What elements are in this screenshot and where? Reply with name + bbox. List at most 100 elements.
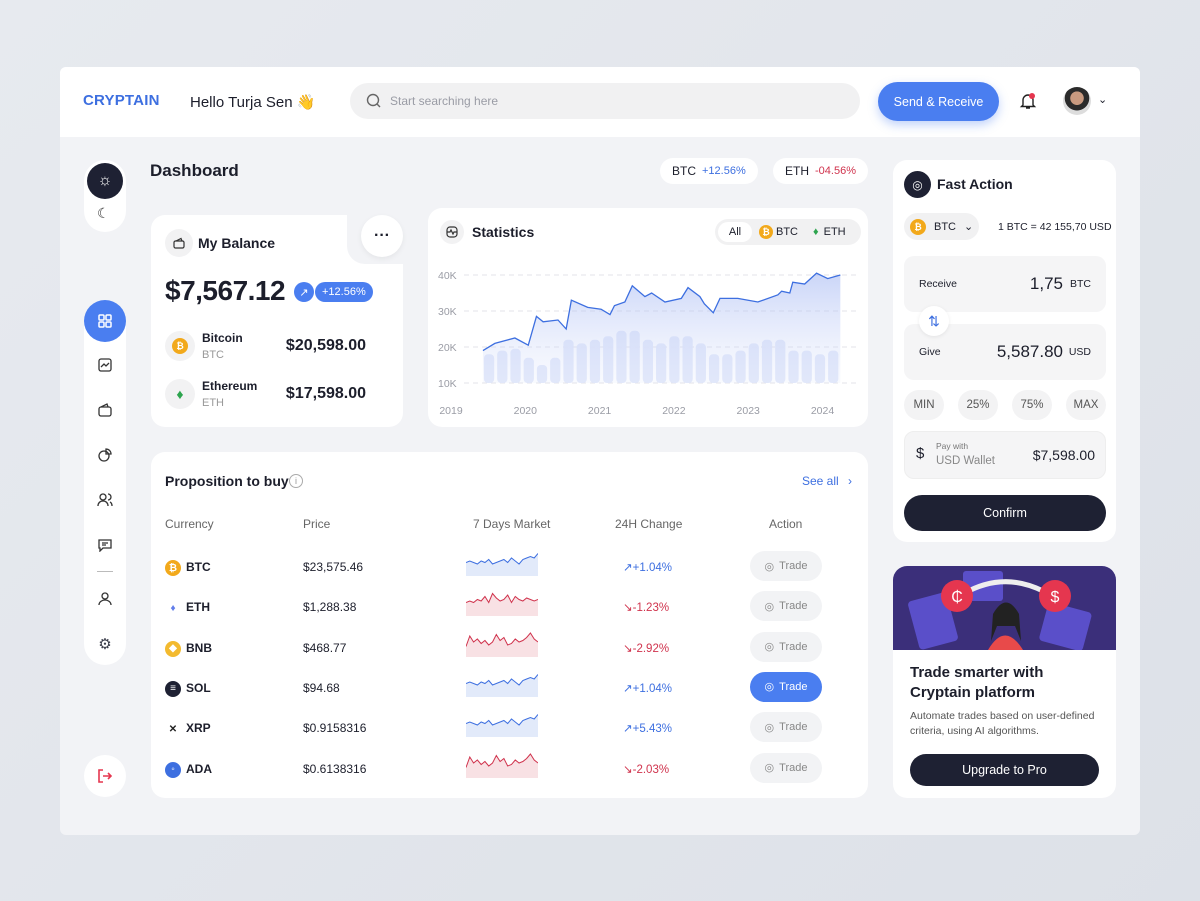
preset-max[interactable]: MAX [1066,390,1106,420]
dashboard-grid-icon[interactable] [84,300,126,342]
change-value: +1.04% [632,562,672,574]
give-value[interactable]: 5,587.80 [996,342,1063,361]
coins-icon: ◎ [904,171,931,198]
coin-select[interactable]: ₿ BTC ⌄ [904,213,979,240]
trade-button[interactable]: ◎ Trade [750,591,822,622]
chevron-down-icon[interactable]: ⌄ [1098,94,1108,106]
chart-icon[interactable] [84,344,126,386]
trade-button[interactable]: ◎ Trade [750,551,822,581]
logo[interactable]: CRYPTAIN [83,92,160,109]
trade-label: Trade [779,560,808,572]
trade-label: Trade [779,600,808,613]
ada-icon: ◦ [165,761,181,778]
moon-icon[interactable]: ☾ [97,205,110,221]
trade-button[interactable]: ◎ Trade [750,631,822,662]
price: $0.9158316 [303,721,367,736]
currency-symbol: SOL [186,680,211,695]
y-tick-label: 30K [438,306,457,318]
more-options-button[interactable]: ··· [361,215,403,257]
logout-icon[interactable] [84,755,126,797]
sun-icon[interactable]: ☼ [87,163,123,199]
preset-min[interactable]: MIN [904,390,944,420]
y-tick-label: 20K [438,342,457,354]
table-row: ≡ SOL $94.68 ↗+1.04% ◎ Trade [151,669,868,709]
arrow-up-right-icon: ↗ [623,562,633,574]
swap-icon[interactable]: ⇅ [919,306,949,336]
promo-card: ₵ $ Trade smarter with Cryptain platform… [893,566,1116,798]
price: $1,288.38 [303,600,357,615]
column-header: Currency [165,517,214,531]
send-receive-button[interactable]: Send & Receive [878,82,999,121]
column-header: 7 Days Market [473,517,551,531]
bitcoin-icon: ₿ [165,331,195,361]
message-icon[interactable] [84,524,126,566]
info-icon[interactable]: i [289,474,303,488]
svg-text:₵: ₵ [951,589,963,606]
promo-illustration: ₵ $ [893,566,1116,650]
bitcoin-icon: ₿ [759,225,773,239]
see-all-link[interactable]: See all › [802,474,852,488]
asset-name: Ethereum [202,379,258,393]
sparkline [466,553,538,576]
pay-with-label: Pay with [936,441,969,451]
ticker-symbol: BTC [672,164,696,178]
sparkline [466,674,538,697]
trade-button[interactable]: ◎ Trade [750,671,822,702]
receive-value[interactable]: 1,75 [1029,274,1063,293]
receive-field[interactable]: Receive 1,75 BTC [904,256,1106,312]
preset-75[interactable]: 75% [1012,390,1052,420]
give-field[interactable]: Give 5,587.80 USD [904,324,1106,380]
avatar[interactable] [1063,87,1091,115]
chevron-right-icon: › [848,474,853,488]
pay-with-select[interactable]: $ Pay with USD Wallet $7,598.00 [904,431,1106,479]
change-value: +1.04% [632,682,672,695]
promo-title: Trade smarter with Cryptain platform [910,664,1044,701]
filter-group: All ₿ BTC ♦ ETH [715,219,861,245]
wallet-icon[interactable] [84,389,126,431]
x-tick-label: 2023 [737,405,761,417]
upgrade-button[interactable]: Upgrade to Pro [910,754,1099,786]
coins-icon: ◎ [764,560,775,573]
trade-button[interactable]: ◎ Trade [750,752,822,783]
x-tick-label: 2024 [811,405,835,417]
ticker-btc[interactable]: BTC +12.56% [660,158,758,184]
eth-icon: ♦ [165,600,181,617]
x-tick-label: 2021 [588,405,612,417]
pie-chart-icon[interactable] [84,434,126,476]
preset-25[interactable]: 25% [958,390,998,420]
profile-icon[interactable] [84,578,126,620]
change-value: -1.23% [632,602,670,615]
asset-value: $17,598.00 [285,385,366,402]
theme-toggle[interactable]: ☼ ☾ [84,160,126,232]
users-icon[interactable] [84,479,126,521]
filter-eth[interactable]: ♦ ETH [813,222,846,242]
bitcoin-icon: ₿ [910,218,926,235]
price-line [482,272,841,352]
filter-all[interactable]: All [718,222,752,242]
pulse-icon [440,220,464,244]
trade-button[interactable]: ◎ Trade [750,712,822,743]
ticker-eth[interactable]: ETH -04.56% [773,158,868,184]
statistics-card: Statistics All ₿ BTC ♦ ETH 10K 20K 30K 40K 201… [428,208,868,427]
promo-text: Automate trades based on user-defined cr… [910,710,1095,737]
confirm-button[interactable]: Confirm [904,495,1106,531]
bell-icon[interactable] [1018,91,1038,111]
filter-btc[interactable]: ₿ BTC [759,222,798,242]
sparkline [466,752,538,778]
search-input[interactable]: Start searching here [350,83,860,119]
sol-icon: ≡ [165,680,181,697]
settings-icon[interactable]: ⚙ [98,636,112,653]
trade-label: Trade [779,761,808,774]
search-icon [366,93,381,108]
ticker-change: -04.56% [815,165,856,177]
table-row: ◦ ADA $0.6138316 ↘-2.03% ◎ Trade [151,750,868,790]
xrp-icon: ✕ [165,721,181,738]
coins-icon: ◎ [764,641,775,654]
trade-label: Trade [779,640,808,653]
price: $468.77 [303,640,347,655]
change-24h: ↗+1.04% [623,560,672,574]
sidebar-nav: ⚙ [84,300,126,665]
column-header: Action [769,517,803,531]
coins-icon: ◎ [764,600,775,613]
coins-icon: ◎ [764,721,775,734]
